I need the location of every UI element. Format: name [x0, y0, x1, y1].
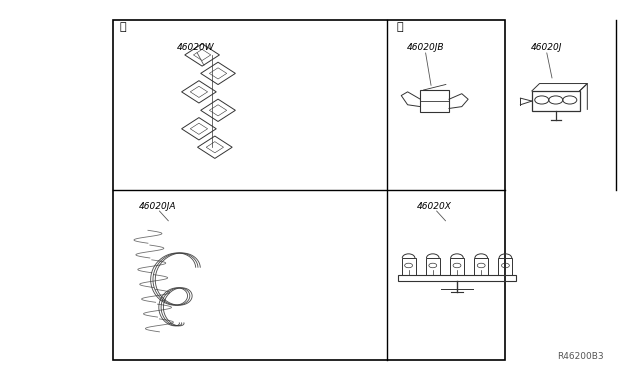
Text: 46020W: 46020W [177, 43, 214, 52]
Text: 46020JA: 46020JA [139, 202, 176, 211]
Bar [398, 275, 516, 281]
Bar [420, 90, 449, 112]
Text: R46200B3: R46200B3 [557, 352, 604, 361]
Text: Ⓐ: Ⓐ [119, 22, 126, 32]
Bar [474, 258, 488, 275]
Bar [499, 258, 513, 275]
Bar [532, 91, 580, 111]
Bar [450, 258, 464, 275]
Bar [401, 258, 415, 275]
Text: 46020JB: 46020JB [406, 43, 444, 52]
Bar [113, 20, 505, 359]
Text: Ⓑ: Ⓑ [396, 22, 403, 32]
Text: 46020X: 46020X [417, 202, 452, 211]
Text: 46020J: 46020J [531, 43, 562, 52]
Bar [426, 258, 440, 275]
